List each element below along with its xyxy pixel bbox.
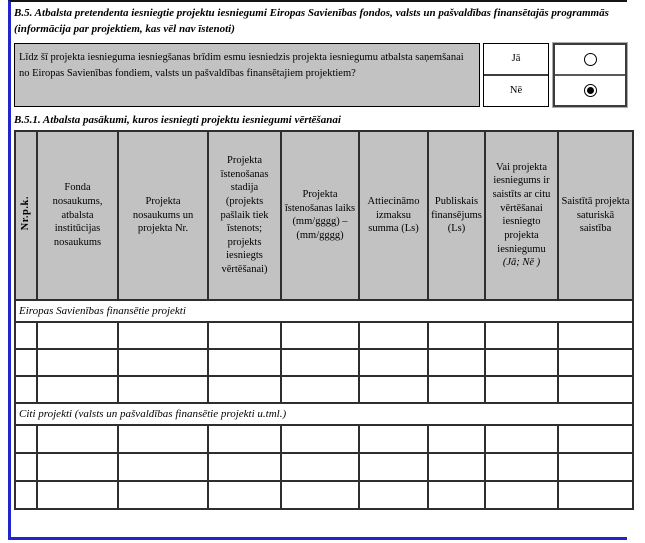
empty-cell — [280, 451, 360, 482]
empty-cell — [484, 423, 559, 454]
subsection-title: B.5.1. Atbalsta pasākumi, kuros iesniegt… — [14, 113, 341, 126]
empty-cell — [484, 347, 559, 377]
projects-table: Nr.p.k. Fonda nosaukums, atbalsta instit… — [14, 129, 634, 510]
header-fund-name: Fonda nosaukums, atbalsta institūcijas n… — [36, 129, 119, 301]
empty-cell — [280, 423, 360, 454]
empty-cell — [358, 320, 429, 350]
empty-cell — [14, 479, 38, 510]
radio-no-icon[interactable] — [583, 83, 597, 97]
header-implementation-stage: Projekta īstenošanas stadija (projekts p… — [207, 129, 282, 301]
header-nr-label: Nr.p.k. — [20, 195, 32, 231]
header-nr: Nr.p.k. — [14, 129, 38, 301]
empty-cell — [358, 374, 429, 404]
radio-group — [552, 41, 628, 108]
empty-cell — [484, 320, 559, 350]
header-related-project-link: Saistītā projekta saturiskā saistība — [557, 129, 634, 301]
empty-cell — [14, 320, 38, 350]
empty-cell — [484, 374, 559, 404]
empty-cell — [36, 423, 119, 454]
empty-cell — [117, 320, 209, 350]
question-text: Līdz šī projekta iesnieguma iesniegšanas… — [14, 42, 480, 107]
section-title-line2: (informācija par projektiem, kas vēl nav… — [14, 22, 235, 35]
header-eligible-costs: Attiecināmo izmaksu summa (Ls) — [358, 129, 429, 301]
question-row: Līdz šī projekta iesnieguma iesniegšanas… — [14, 41, 628, 108]
table-row — [14, 374, 634, 404]
empty-cell — [557, 423, 634, 454]
section-row-other-label: Citi projekti (valsts un pašvaldības fin… — [14, 401, 634, 426]
empty-cell — [427, 479, 486, 510]
section-row-eu-label: Eiropas Savienības finansētie projekti — [14, 298, 634, 323]
empty-cell — [14, 347, 38, 377]
empty-cell — [280, 347, 360, 377]
section-row-eu: Eiropas Savienības finansētie projekti — [14, 298, 634, 323]
radio-yes-icon[interactable] — [583, 52, 597, 66]
header-project-name: Projekta nosaukums un projekta Nr. — [117, 129, 209, 301]
radio-cell-yes[interactable] — [555, 45, 625, 74]
empty-cell — [117, 423, 209, 454]
empty-cell — [207, 347, 282, 377]
empty-cell — [207, 479, 282, 510]
empty-cell — [117, 347, 209, 377]
empty-cell — [358, 479, 429, 510]
empty-cell — [557, 347, 634, 377]
empty-cell — [207, 423, 282, 454]
header-implementation-time: Projekta īstenošanas laiks (mm/gggg) – (… — [280, 129, 360, 301]
table-row — [14, 451, 634, 482]
document-frame: B.5. Atbalsta pretendenta iesniegtie pro… — [8, 0, 634, 540]
yes-no-labels: Jā Nē — [482, 42, 550, 107]
empty-cell — [14, 451, 38, 482]
empty-cell — [484, 479, 559, 510]
radio-cell-no[interactable] — [555, 73, 625, 105]
empty-cell — [427, 423, 486, 454]
empty-cell — [358, 347, 429, 377]
empty-cell — [207, 320, 282, 350]
empty-cell — [557, 374, 634, 404]
empty-cell — [358, 451, 429, 482]
empty-cell — [557, 451, 634, 482]
empty-cell — [36, 374, 119, 404]
empty-cell — [36, 479, 119, 510]
section-row-other: Citi projekti (valsts un pašvaldības fin… — [14, 401, 634, 426]
empty-cell — [358, 423, 429, 454]
empty-cell — [280, 479, 360, 510]
empty-cell — [36, 320, 119, 350]
empty-cell — [557, 320, 634, 350]
empty-cell — [557, 479, 634, 510]
empty-cell — [280, 320, 360, 350]
empty-cell — [427, 320, 486, 350]
empty-cell — [36, 347, 119, 377]
section-title-line1: B.5. Atbalsta pretendenta iesniegtie pro… — [14, 7, 609, 19]
empty-cell — [427, 374, 486, 404]
empty-cell — [207, 374, 282, 404]
empty-cell — [14, 423, 38, 454]
empty-cell — [117, 374, 209, 404]
header-public-funding: Publiskais finansējums (Ls) — [427, 129, 486, 301]
empty-cell — [484, 451, 559, 482]
table-row — [14, 320, 634, 350]
option-no-label: Nē — [483, 73, 549, 106]
empty-cell — [280, 374, 360, 404]
empty-cell — [117, 479, 209, 510]
table-row — [14, 479, 634, 510]
table-row — [14, 423, 634, 454]
empty-cell — [117, 451, 209, 482]
table-row — [14, 347, 634, 377]
header-row: Nr.p.k. Fonda nosaukums, atbalsta instit… — [14, 129, 634, 301]
option-yes-label: Jā — [511, 53, 521, 65]
empty-cell — [207, 451, 282, 482]
empty-cell — [427, 451, 486, 482]
header-related-submission: Vai projekta iesniegums ir saistīts ar c… — [484, 129, 559, 301]
empty-cell — [14, 374, 38, 404]
section-title: B.5. Atbalsta pretendenta iesniegtie pro… — [14, 6, 620, 38]
empty-cell — [427, 347, 486, 377]
empty-cell — [36, 451, 119, 482]
